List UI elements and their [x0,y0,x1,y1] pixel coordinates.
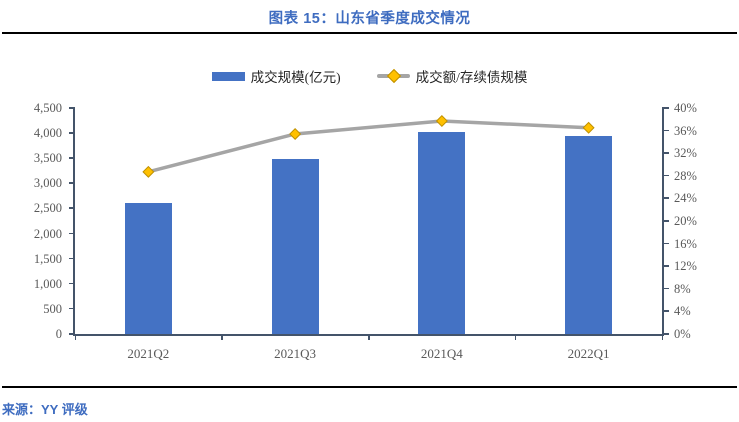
bar-2021Q4 [418,132,466,334]
y-axis-left-tick [69,257,74,260]
y-axis-left-tick-label: 4,000 [33,126,62,141]
y-axis-left-tick [69,157,74,159]
x-axis-category-label: 2021Q3 [274,346,317,361]
bar-series-swatch-icon [211,71,245,81]
y-axis-right-tick [664,152,669,154]
y-axis-right-tick-label: 8% [674,281,691,296]
x-axis-category-label: 2021Q2 [127,346,170,361]
diamond-marker-2021Q3 [289,127,302,140]
diamond-marker-2022Q1 [582,121,595,134]
y-axis-right-tick [664,197,669,199]
y-axis-right-tick [664,129,669,132]
x-axis-tick [661,336,663,340]
diamond-marker-2021Q4 [435,114,448,128]
y-axis-right-tick-label: 24% [674,191,697,206]
y-axis-left-tick-label: 1,500 [33,251,62,266]
y-axis-left-tick [69,207,74,209]
y-axis-right-tick-label: 4% [674,304,691,319]
y-axis-left-tick-label: 500 [43,301,62,316]
y-axis-left-tick [69,333,74,335]
y-axis-left-tick-label: 2,500 [33,201,62,216]
legend-item-bar-series: 成交规模(亿元) [211,66,341,86]
y-axis-right-tick-label: 28% [674,168,697,183]
y-axis-left-tick-label: 3,500 [33,151,62,166]
x-axis-line [73,334,664,336]
ratio-line-path [146,119,591,174]
y-axis-right-tick [664,310,669,312]
x-axis-tick [74,336,76,340]
x-axis-category-label: 2021Q4 [420,346,463,361]
bar-2022Q1 [565,136,613,334]
y-axis-left-tick-label: 2,000 [33,226,62,241]
y-axis-right-tick-label: 0% [674,327,691,341]
bar-2021Q2 [124,203,172,334]
x-axis-tick [514,336,517,340]
line-series-swatch-icon [376,68,410,84]
y-axis-left-tick-label: 1,000 [33,276,62,291]
y-axis-right-tick [664,107,669,109]
y-axis-right-line [662,107,664,336]
legend-label-line-series: 成交额/存续债规模 [415,70,528,85]
y-axis-right-tick [664,265,669,267]
x-axis-category-label: 2022Q1 [567,346,610,361]
figure-title: 图表 15：山东省季度成交情况 [268,11,471,27]
x-axis-tick [368,336,370,340]
y-axis-left-tick-label: 3,000 [33,176,62,191]
y-axis-right-tick [664,287,669,290]
source-divider [2,386,737,388]
x-axis-tick [221,336,223,340]
diamond-marker-2021Q2 [142,165,155,178]
y-axis-right-tick [664,333,669,335]
y-axis-right-tick-label: 12% [674,259,697,274]
legend-label-bar-series: 成交规模(亿元) [250,70,341,85]
y-axis-left-tick [69,107,74,109]
title-divider [2,32,737,34]
y-axis-right-tick [664,174,669,177]
y-axis-left-tick [69,232,74,235]
y-axis-left-tick-label: 0 [55,327,62,341]
y-axis-left-line [73,107,75,336]
y-axis-right-tick-label: 16% [674,236,697,251]
source-label: 来源：YY 评级 [2,402,88,417]
y-axis-left-tick [69,182,74,184]
y-axis-left-tick [69,132,74,134]
y-axis-right-tick-label: 32% [674,146,697,161]
y-axis-right-tick [664,242,669,245]
y-axis-left-tick [69,282,74,285]
bar-2021Q3 [271,159,319,334]
y-axis-left-tick [69,307,74,310]
y-axis-right-tick-label: 40% [674,101,697,115]
y-axis-right-tick-label: 36% [674,123,697,138]
chart-legend: 成交规模(亿元) 成交额/存续债规模 [0,66,739,86]
legend-item-line-series: 成交额/存续债规模 [376,66,528,86]
y-axis-right-tick-label: 20% [674,214,697,228]
y-axis-right-tick [664,220,669,222]
y-axis-left-tick-label: 4,500 [33,101,62,115]
